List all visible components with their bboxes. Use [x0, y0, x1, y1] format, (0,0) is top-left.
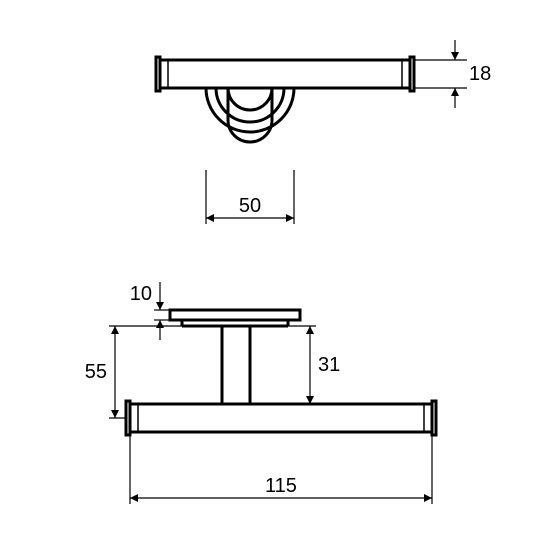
dim-label: 50	[239, 195, 261, 217]
dim-label: 115	[265, 475, 297, 497]
dim-label: 31	[318, 354, 340, 376]
dim-label: 10	[130, 283, 152, 305]
dim-label: 55	[85, 361, 107, 383]
dim-label: 18	[469, 63, 491, 85]
engineering-drawing: 50 18 10 55 31 115	[0, 0, 551, 551]
